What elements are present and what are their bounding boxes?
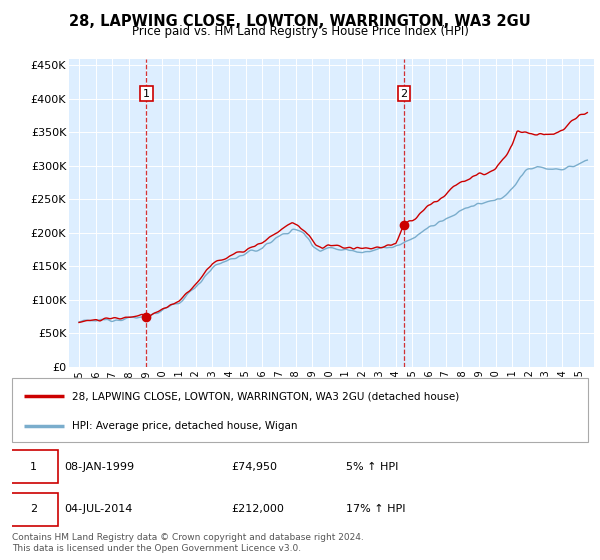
FancyBboxPatch shape xyxy=(12,378,588,442)
Text: 28, LAPWING CLOSE, LOWTON, WARRINGTON, WA3 2GU (detached house): 28, LAPWING CLOSE, LOWTON, WARRINGTON, W… xyxy=(73,391,460,401)
Text: 04-JUL-2014: 04-JUL-2014 xyxy=(64,505,132,515)
Text: 2: 2 xyxy=(30,505,37,515)
Text: 2: 2 xyxy=(400,88,407,99)
Text: 1: 1 xyxy=(143,88,150,99)
Text: 28, LAPWING CLOSE, LOWTON, WARRINGTON, WA3 2GU: 28, LAPWING CLOSE, LOWTON, WARRINGTON, W… xyxy=(69,14,531,29)
Text: £74,950: £74,950 xyxy=(231,462,277,472)
Text: 1: 1 xyxy=(30,462,37,472)
FancyBboxPatch shape xyxy=(9,493,58,526)
Text: Contains HM Land Registry data © Crown copyright and database right 2024.
This d: Contains HM Land Registry data © Crown c… xyxy=(12,533,364,553)
Text: 5% ↑ HPI: 5% ↑ HPI xyxy=(346,462,398,472)
Text: HPI: Average price, detached house, Wigan: HPI: Average price, detached house, Wiga… xyxy=(73,421,298,431)
Text: 17% ↑ HPI: 17% ↑ HPI xyxy=(346,505,406,515)
FancyBboxPatch shape xyxy=(9,450,58,483)
Text: 08-JAN-1999: 08-JAN-1999 xyxy=(64,462,134,472)
Text: £212,000: £212,000 xyxy=(231,505,284,515)
Text: Price paid vs. HM Land Registry's House Price Index (HPI): Price paid vs. HM Land Registry's House … xyxy=(131,25,469,38)
